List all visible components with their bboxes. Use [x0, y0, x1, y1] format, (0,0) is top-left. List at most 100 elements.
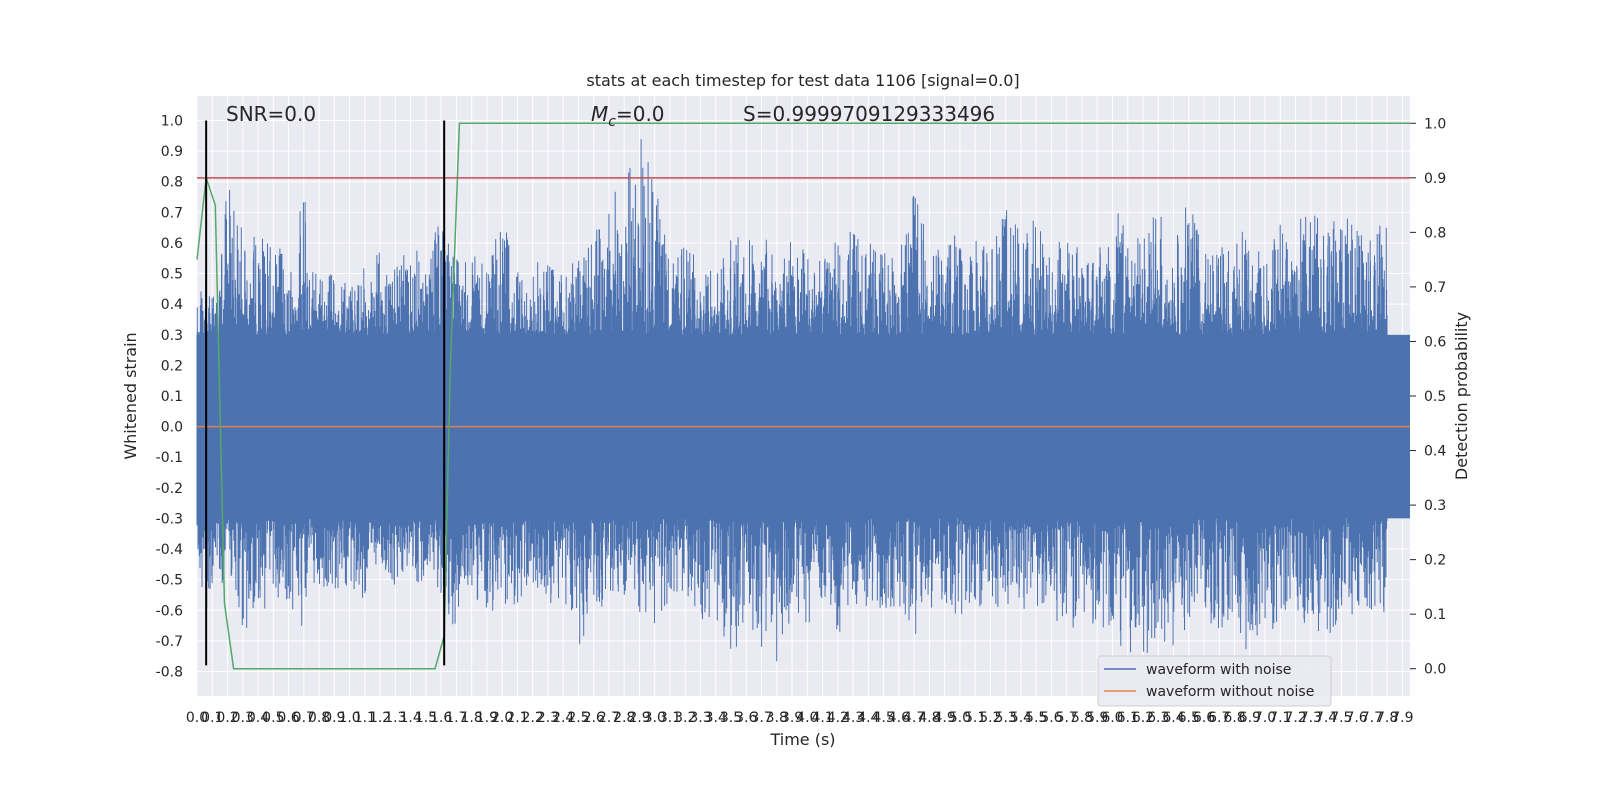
x-tick-label: 7.2 — [1284, 710, 1306, 726]
mc-value: =0.0 — [616, 102, 665, 126]
y-axis-ticks: -0.8 -0.7 -0.6 -0.5 -0.4 -0.3 -0.2 -0.1 0.0 0.1 0.… — [156, 113, 183, 680]
noise-strokes — [196, 139, 1388, 662]
x-tick-label: 6.3 — [1147, 710, 1169, 726]
y-tick-label: 0.3 — [161, 328, 183, 344]
x-tick-label: 3.2 — [674, 710, 696, 726]
y-tick-label: -0.1 — [156, 450, 183, 466]
y-tick-label: -0.6 — [156, 603, 183, 619]
y2-axis-label: Detection probability — [1452, 312, 1471, 480]
x-tick-label: 2.1 — [506, 710, 528, 726]
y-tick-label: -0.5 — [156, 573, 183, 589]
x-tick-label: 3.0 — [644, 710, 666, 726]
x-tick-label: 1.1 — [354, 710, 376, 726]
x-tick-label: 0.4 — [247, 710, 269, 726]
x-tick-label: 3.3 — [689, 710, 711, 726]
y2-tick-label: 1.0 — [1424, 116, 1446, 132]
x-tick-label: 7.9 — [1391, 710, 1413, 726]
y2-tick-label: 0.3 — [1424, 498, 1446, 514]
x-tick-label: 0.2 — [216, 710, 238, 726]
y-tick-label: 0.0 — [161, 420, 183, 436]
x-tick-label: 4.9 — [934, 710, 956, 726]
x-axis-label: Time (s) — [769, 730, 835, 749]
x-tick-label: 1.9 — [476, 710, 498, 726]
legend-label-waveform-without-noise: waveform without noise — [1146, 684, 1314, 700]
x-tick-label: 0.0 — [186, 710, 208, 726]
x-tick-label: 6.0 — [1101, 710, 1123, 726]
x-tick-label: 4.1 — [811, 710, 833, 726]
y-tick-label: 0.9 — [161, 144, 183, 160]
y-tick-label: -0.8 — [156, 665, 183, 681]
y-tick-label: -0.4 — [156, 542, 183, 558]
x-tick-label: 3.1 — [659, 710, 681, 726]
x-tick-label: 0.8 — [308, 710, 330, 726]
x-tick-label: 1.0 — [338, 710, 360, 726]
x-tick-label: 3.5 — [720, 710, 742, 726]
x-tick-label: 6.4 — [1162, 710, 1184, 726]
x-tick-label: 5.4 — [1010, 710, 1032, 726]
y2-tick-label: 0.6 — [1424, 334, 1446, 350]
x-tick-label: 4.3 — [842, 710, 864, 726]
y2-tick-label: 0.5 — [1424, 389, 1446, 405]
mc-subscript: c — [608, 114, 616, 130]
x-tick-label: 6.2 — [1132, 710, 1154, 726]
x-tick-label: 6.6 — [1193, 710, 1215, 726]
x-tick-label: 4.4 — [857, 710, 879, 726]
x-axis-ticks: 0.00.10.20.30.40.50.60.70.80.91.01.11.21… — [186, 710, 1414, 726]
x-tick-label: 1.5 — [415, 710, 437, 726]
x-tick-label: 2.6 — [583, 710, 605, 726]
x-tick-label: 2.2 — [522, 710, 544, 726]
x-tick-label: 4.6 — [888, 710, 910, 726]
x-tick-label: 7.4 — [1315, 710, 1337, 726]
x-tick-label: 1.2 — [369, 710, 391, 726]
y2-tick-label: 0.0 — [1424, 662, 1446, 678]
x-tick-label: 3.9 — [781, 710, 803, 726]
y2-axis-ticks: 0.0 0.1 0.2 0.3 0.4 0.5 0.6 0.7 0.8 0.9 1.0 — [1410, 116, 1446, 678]
x-tick-label: 7.5 — [1330, 710, 1352, 726]
x-tick-label: 5.2 — [979, 710, 1001, 726]
x-tick-label: 6.1 — [1117, 710, 1139, 726]
y-tick-label: 0.4 — [161, 297, 183, 313]
x-tick-label: 5.1 — [964, 710, 986, 726]
x-tick-label: 1.6 — [430, 710, 452, 726]
x-tick-label: 0.5 — [262, 710, 284, 726]
y-tick-label: 0.5 — [161, 267, 183, 283]
x-tick-label: 0.7 — [293, 710, 315, 726]
x-tick-label: 6.8 — [1223, 710, 1245, 726]
y-tick-label: -0.3 — [156, 511, 183, 527]
x-tick-label: 1.8 — [461, 710, 483, 726]
x-tick-label: 5.3 — [995, 710, 1017, 726]
y-tick-label: 0.8 — [161, 175, 183, 191]
y-axis-label: Whitened strain — [121, 332, 140, 459]
y2-tick-label: 0.8 — [1424, 225, 1446, 241]
x-tick-label: 7.8 — [1376, 710, 1398, 726]
x-tick-label: 2.5 — [567, 710, 589, 726]
x-tick-label: 7.6 — [1345, 710, 1367, 726]
x-tick-label: 2.7 — [598, 710, 620, 726]
y-tick-label: 0.7 — [161, 205, 183, 221]
x-tick-label: 5.8 — [1071, 710, 1093, 726]
x-tick-label: 6.7 — [1208, 710, 1230, 726]
x-tick-label: 3.7 — [750, 710, 772, 726]
x-tick-label: 5.0 — [949, 710, 971, 726]
y2-tick-label: 0.1 — [1424, 607, 1446, 623]
chart-title: stats at each timestep for test data 110… — [586, 71, 1019, 90]
x-tick-label: 1.3 — [384, 710, 406, 726]
snr-annotation: SNR=0.0 — [226, 102, 316, 126]
x-tick-label: 2.9 — [628, 710, 650, 726]
y-tick-label: 0.6 — [161, 236, 183, 252]
x-tick-label: 0.6 — [277, 710, 299, 726]
x-tick-label: 4.2 — [827, 710, 849, 726]
x-tick-label: 2.3 — [537, 710, 559, 726]
x-tick-label: 3.8 — [766, 710, 788, 726]
mc-annotation: Mc=0.0 — [591, 102, 665, 130]
mc-symbol: M — [591, 102, 608, 126]
x-tick-label: 4.8 — [918, 710, 940, 726]
y-tick-label: 0.1 — [161, 389, 183, 405]
x-tick-label: 4.5 — [872, 710, 894, 726]
legend-label-waveform-with-noise: waveform with noise — [1146, 662, 1291, 678]
x-tick-label: 1.4 — [399, 710, 421, 726]
series-layer — [196, 120, 1410, 670]
x-tick-label: 1.7 — [445, 710, 467, 726]
